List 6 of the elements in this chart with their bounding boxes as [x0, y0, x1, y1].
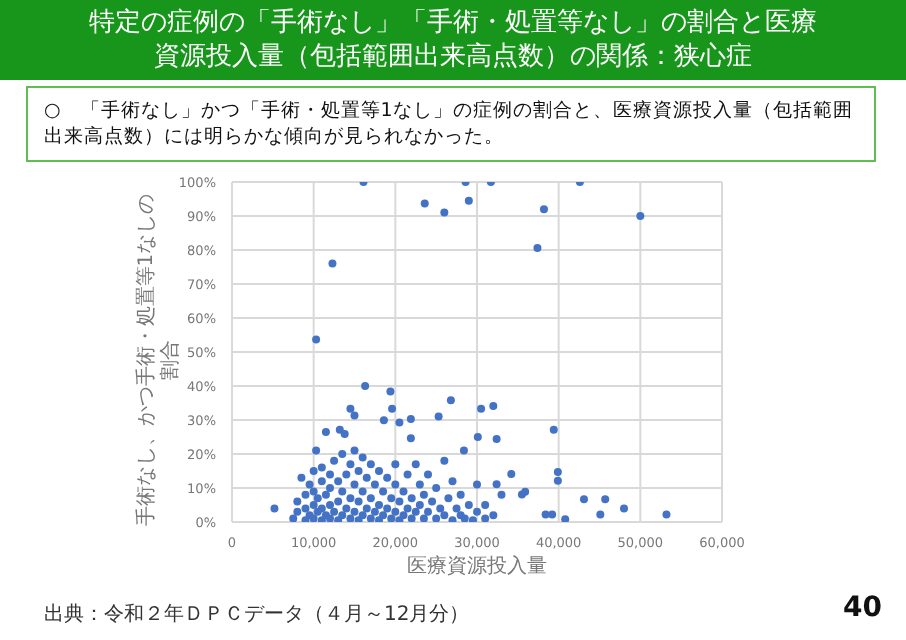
chart-title: 特定の症例の「手術なし」「手術・処置等なし」の割合と医療資源投入量（包括範囲出来高点数）の関係：狭心症: [87, 6, 819, 74]
source-note: 出典：令和２年ＤＰＣデータ（４月～12月分）: [44, 601, 470, 628]
y-axis-title: 手術なし、かつ手術・処置等1なしの割合: [136, 193, 182, 527]
text: ○ 「手術なし」かつ「手術・処置等1なし」の症例の割合と、医療資源投入量（包括範囲出来高点数）には明らかな傾向が見られなかった。: [44, 100, 853, 148]
text: 40: [843, 592, 882, 624]
x-axis-title: 医療資源投入量: [405, 553, 549, 580]
